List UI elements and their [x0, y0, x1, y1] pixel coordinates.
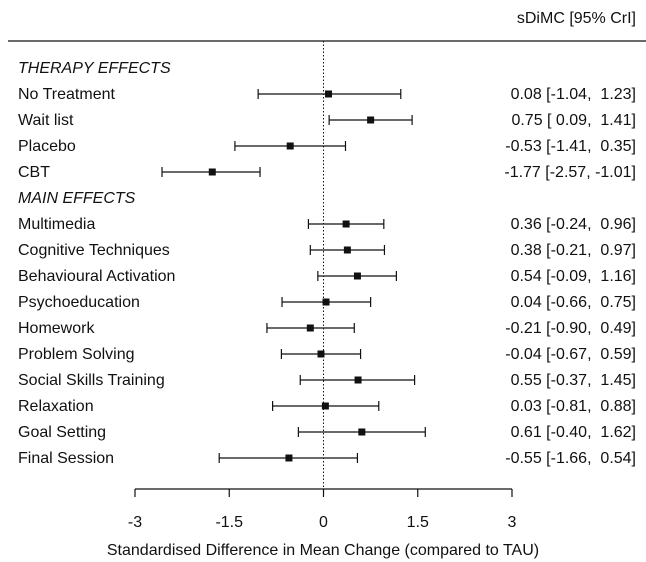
row-label: Social Skills Training [18, 372, 165, 389]
estimate-column-header: sDiMC [95% CrI] [517, 10, 636, 27]
row-label: No Treatment [18, 86, 115, 103]
point-estimate-marker [342, 220, 350, 228]
estimate-text: 0.75 [ 0.09, 1.41] [511, 112, 636, 129]
row-label: Homework [18, 320, 95, 337]
estimate-text: 0.04 [-0.66, 0.75] [511, 294, 636, 311]
row-label: Relaxation [18, 398, 94, 415]
plot-marks: THERAPY EFFECTS No Treatment 0.08 [-1.04, … [18, 41, 636, 531]
estimate-text: 0.08 [-1.04, 1.23] [511, 86, 636, 103]
estimate-text: -0.55 [-1.66, 0.54] [505, 450, 636, 467]
estimate-text: 0.55 [-0.37, 1.45] [511, 372, 636, 389]
row-label: Wait list [18, 112, 74, 129]
point-estimate-marker [317, 350, 325, 358]
row-label: Placebo [18, 138, 76, 155]
estimate-text: -0.21 [-0.90, 0.49] [505, 320, 636, 337]
point-estimate-marker [208, 168, 216, 176]
row-label: Behavioural Activation [18, 268, 175, 285]
x-tick-label: -1.5 [215, 514, 243, 531]
row-label: Problem Solving [18, 346, 135, 363]
point-estimate-marker [343, 246, 351, 254]
section-title: MAIN EFFECTS [18, 190, 136, 207]
estimate-text: -0.04 [-0.67, 0.59] [505, 346, 636, 363]
point-estimate-marker [321, 402, 329, 410]
estimate-text: 0.03 [-0.81, 0.88] [511, 398, 636, 415]
estimate-text: -0.53 [-1.41, 0.35] [505, 138, 636, 155]
x-tick-label: 1.5 [407, 514, 429, 531]
row-label: Multimedia [18, 216, 95, 233]
row-label: Cognitive Techniques [18, 242, 170, 259]
x-tick-label: 0 [319, 514, 328, 531]
point-estimate-marker [285, 454, 293, 462]
point-estimate-marker [325, 90, 333, 98]
x-axis-label: Standardised Difference in Mean Change (… [107, 542, 539, 559]
estimate-text: 0.61 [-0.40, 1.62] [511, 424, 636, 441]
estimate-text: 0.54 [-0.09, 1.16] [511, 268, 636, 285]
estimate-text: 0.38 [-0.21, 0.97] [511, 242, 636, 259]
row-label: Psychoeducation [18, 294, 140, 311]
row-label: Goal Setting [18, 424, 106, 441]
row-label: CBT [18, 164, 50, 181]
point-estimate-marker [306, 324, 314, 332]
point-estimate-marker [367, 116, 375, 124]
section-title: THERAPY EFFECTS [18, 60, 171, 77]
point-estimate-marker [286, 142, 294, 150]
x-tick-label: 3 [508, 514, 517, 531]
point-estimate-marker [354, 376, 362, 384]
estimate-text: 0.36 [-0.24, 0.96] [511, 216, 636, 233]
point-estimate-marker [353, 272, 361, 280]
row-label: Final Session [18, 450, 114, 467]
point-estimate-marker [322, 298, 330, 306]
x-tick-label: -3 [128, 514, 142, 531]
point-estimate-marker [358, 428, 366, 436]
estimate-text: -1.77 [-2.57, -1.01] [504, 164, 636, 181]
